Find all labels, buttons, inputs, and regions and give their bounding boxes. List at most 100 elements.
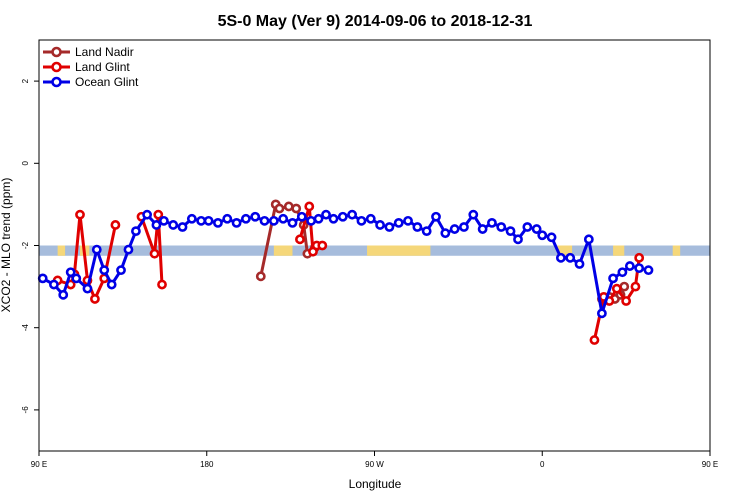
data-point [99,265,110,276]
data-point [240,213,251,224]
data-point [304,201,315,212]
data-point [131,226,141,237]
data-point [90,294,100,304]
legend-marker [51,46,62,58]
y-tick-label: -4 [21,324,30,332]
x-tick-label: 90 E [31,460,47,469]
data-point [393,217,404,228]
land-band-segment [557,245,573,256]
legend-item: Land Glint [43,60,130,74]
data-point [75,209,85,220]
data-point [477,224,488,234]
data-point [487,217,497,228]
x-tick-label: 90 W [365,460,384,469]
data-point [295,234,305,245]
data-point [565,252,576,263]
data-point [259,215,270,226]
legend-label: Ocean Glint [75,75,139,89]
data-point [157,279,167,290]
data-point [611,283,622,294]
data-point [619,281,630,292]
data-point [375,220,385,230]
legend-marker [51,61,62,73]
data-point [255,271,266,282]
data-point [531,224,542,234]
legend-label: Land Nadir [75,45,134,59]
data-point [513,234,523,245]
data-point [250,211,261,222]
y-tick-label: 2 [21,78,30,83]
data-point [71,273,82,284]
data-point [468,209,479,220]
data-point [459,222,469,232]
land-band-segment [672,245,681,256]
data-point [149,248,160,259]
data-point [440,228,451,239]
data-point [58,289,69,300]
data-point [356,215,367,226]
data-point [313,213,324,224]
data-point [431,211,441,222]
data-point [365,213,376,224]
data-point [643,265,654,276]
data-point [505,226,516,237]
land-band-segment [613,245,625,256]
data-point [278,213,289,224]
data-point [291,203,302,214]
data-point [177,222,188,232]
data-point [337,211,348,222]
data-point [222,213,233,224]
legend-label: Land Glint [75,60,130,74]
data-point [116,265,126,276]
data-point [231,217,242,228]
data-point [37,273,48,284]
data-point [449,224,460,234]
data-point [203,215,214,226]
data-point [213,217,223,228]
data-point [49,279,59,290]
data-point [574,259,585,269]
data-point [583,234,594,245]
land-band-segment [57,245,66,256]
y-tick-label: -6 [21,406,30,414]
data-point [347,209,358,220]
data-point [82,283,93,294]
chart-title: 5S-0 May (Ver 9) 2014-09-06 to 2018-12-3… [218,13,533,30]
data-point [168,220,179,230]
data-point [621,296,632,306]
data-point [624,261,635,271]
data-point [158,215,169,226]
plot-area [37,199,710,345]
data-point [412,222,423,232]
data-point [589,335,600,345]
data-point [634,263,645,274]
legend-item: Land Nadir [43,45,134,59]
data-point [537,230,548,241]
data-point [317,240,328,251]
data-point [153,209,164,220]
data-point [630,281,641,292]
data-point [106,279,117,290]
data-point [306,215,317,226]
data-point [384,222,395,232]
data-point [268,215,279,226]
y-tick-label: -2 [21,241,30,249]
data-point [110,220,121,230]
x-tick-label: 180 [200,460,214,469]
series-ocean-glint [37,209,654,319]
data-point [65,267,76,278]
data-point [123,244,134,255]
data-point [274,203,285,214]
data-point [617,267,628,278]
data-point [142,209,153,220]
data-point [522,222,533,232]
x-tick-label: 90 E [702,460,718,469]
data-point [546,232,557,243]
y-axis: -6 -4 -2 0 2 [21,78,39,413]
data-point [608,273,618,284]
data-point [287,217,298,228]
land-band-segment [273,245,293,256]
y-tick-label: 0 [21,161,30,166]
series-line [140,213,164,285]
